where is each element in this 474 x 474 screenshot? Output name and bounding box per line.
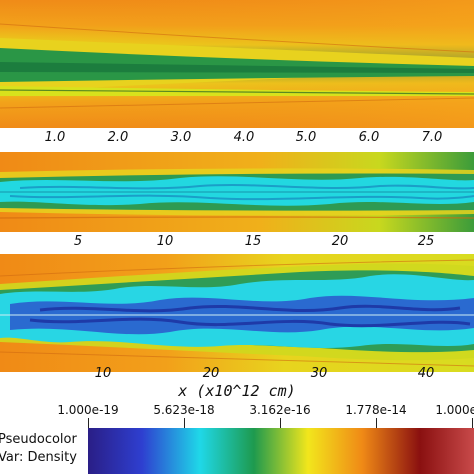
colorbar-tick <box>280 418 281 428</box>
density-panel-3 <box>0 254 474 372</box>
x-tick-label: 10 <box>94 366 112 381</box>
density-field-2 <box>0 152 474 232</box>
colorbar-tick-label: 1.000e-12 <box>435 403 474 417</box>
density-panel-1 <box>0 0 474 128</box>
x-tick-label: 40 <box>417 366 435 381</box>
colorbar-tick-label: 1.778e-14 <box>345 403 407 417</box>
density-field-3 <box>0 254 474 372</box>
x-tick-label: 20 <box>202 366 220 381</box>
x-tick-label: 5.0 <box>295 130 317 145</box>
x-tick-label: 2.0 <box>107 130 129 145</box>
colorbar-tick <box>472 418 473 428</box>
colorbar-tick <box>376 418 377 428</box>
x-tick-label: 3.0 <box>170 130 192 145</box>
density-panel-2 <box>0 152 474 232</box>
x-axis-title: x (x10^12 cm) <box>178 382 296 400</box>
colorbar <box>88 428 474 474</box>
colorbar-tick-label: 3.162e-16 <box>249 403 311 417</box>
colorbar-tick <box>88 418 89 428</box>
legend-plot-type: Pseudocolor <box>0 432 77 447</box>
density-field-1 <box>0 0 474 128</box>
legend-variable: Var: Density <box>0 450 77 465</box>
x-tick-label: 5 <box>73 234 83 249</box>
colorbar-tick-label: 5.623e-18 <box>153 403 215 417</box>
x-tick-label: 1.0 <box>44 130 66 145</box>
x-tick-label: 4.0 <box>233 130 255 145</box>
x-tick-label: 15 <box>244 234 262 249</box>
colorbar-tick-label: 1.000e-19 <box>57 403 119 417</box>
x-tick-label: 7.0 <box>421 130 443 145</box>
x-tick-label: 20 <box>331 234 349 249</box>
x-tick-label: 10 <box>156 234 174 249</box>
x-tick-label: 30 <box>310 366 328 381</box>
x-tick-label: 6.0 <box>358 130 380 145</box>
x-tick-label: 25 <box>417 234 435 249</box>
colorbar-tick <box>184 418 185 428</box>
